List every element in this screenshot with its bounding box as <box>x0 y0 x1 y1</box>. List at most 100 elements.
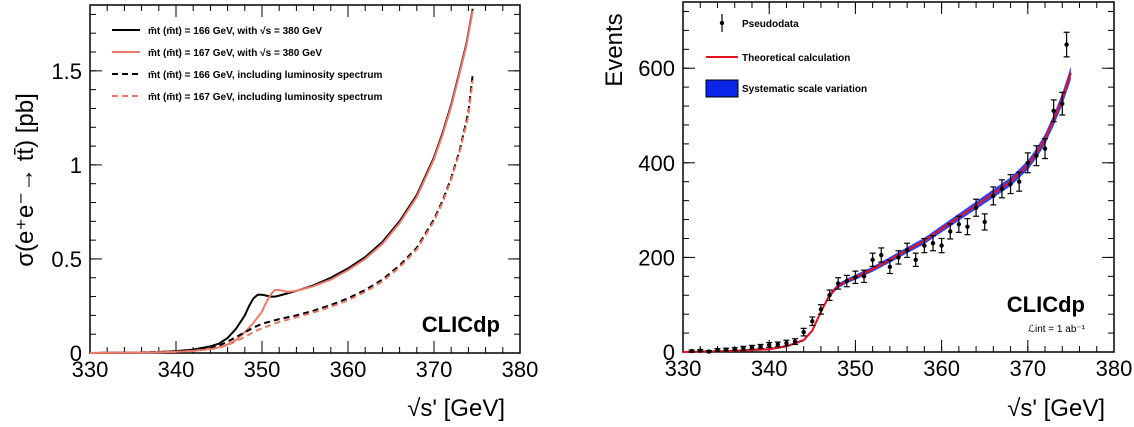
right-pseudodata-point <box>757 343 764 349</box>
right-pseudodata-point <box>921 237 928 254</box>
right-pseudodata-point <box>697 348 704 353</box>
right-pseudodata-marker <box>723 347 729 352</box>
right-pseudodata-point <box>955 215 962 233</box>
right-pseudodata-point <box>861 269 868 284</box>
right-pseudodata-point <box>843 274 850 288</box>
right-pseudodata-marker <box>801 329 806 335</box>
right-legend-label-1: Pseudodata <box>742 19 799 30</box>
right-pseudodata-marker <box>930 241 936 246</box>
right-pseudodata-point <box>895 250 902 265</box>
right-pseudodata-marker <box>887 264 893 270</box>
right-pseudodata-marker <box>973 205 979 210</box>
right-pseudodata-marker <box>1025 160 1031 166</box>
right-y-tick-label: 0 <box>663 340 675 365</box>
left-y-tick-label: 1.5 <box>51 59 82 84</box>
right-y-tick-label: 400 <box>638 151 675 176</box>
right-pseudodata-point <box>886 259 893 275</box>
right-legend-label-3: Systematic scale variation <box>742 84 867 95</box>
right-pseudodata-marker <box>698 348 703 353</box>
right-plot-frame <box>682 1 1115 353</box>
left-x-tick-label: 370 <box>416 357 453 382</box>
right-y-axis-label: Events <box>601 13 628 86</box>
left-y-tick-label: 1 <box>70 153 82 178</box>
right-pseudodata-point <box>998 179 1005 199</box>
left-x-tick-label: 350 <box>244 357 281 382</box>
left-series <box>89 8 474 354</box>
right-x-tick-label: 370 <box>1009 356 1046 381</box>
left-legend-label-1: m̄t (m̄t) = 166 GeV, with √s = 380 GeV <box>148 26 322 37</box>
right-x-tick-label: 360 <box>923 356 960 381</box>
right-pseudodata-marker <box>844 278 849 284</box>
right-pseudodata-marker <box>1042 146 1048 151</box>
left-ticks: 330 340 350 360 370 380 0 0.5 1 1.5 <box>51 5 538 382</box>
right-x-tick-label: 330 <box>665 356 702 381</box>
right-ticks: 330 340 350 360 370 380 0 200 400 600 <box>638 2 1132 381</box>
right-pseudodata-point <box>792 338 799 346</box>
right-pseudodata-point <box>904 242 911 259</box>
right-pseudodata-marker <box>965 224 970 229</box>
left-x-tick-label: 360 <box>330 357 367 382</box>
right-pseudodata-marker <box>861 274 867 279</box>
right-pseudodata-marker <box>853 275 858 280</box>
right-series <box>682 31 1072 354</box>
right-y-tick-label: 200 <box>638 245 675 270</box>
right-pseudodata-marker <box>818 307 824 312</box>
right-pseudodata-marker <box>706 349 712 354</box>
right-pseudodata-marker <box>1034 153 1039 158</box>
left-x-axis-label: √s' [GeV] <box>407 395 505 422</box>
right-pseudodata-point <box>774 341 781 348</box>
right-pseudodata-marker <box>810 319 815 324</box>
right-pseudodata-marker <box>784 340 789 346</box>
left-x-tick-label: 340 <box>158 357 195 382</box>
right-pseudodata-marker <box>767 342 772 348</box>
left-series-line-4 <box>89 80 474 354</box>
right-x-axis-label: √s' [GeV] <box>1007 395 1105 422</box>
right-x-tick-label: 350 <box>837 356 874 381</box>
right-pseudodata-point <box>1050 99 1057 123</box>
right-pseudodata-marker <box>870 257 875 262</box>
right-pseudodata-point <box>748 344 755 350</box>
right-pseudodata-marker <box>749 345 755 350</box>
right-legend-swatch-band <box>705 79 739 98</box>
left-x-tick-label: 380 <box>502 357 539 382</box>
right-pseudodata-marker <box>904 248 910 253</box>
right-pseudodata-marker <box>939 243 944 248</box>
left-brand-label: CLICdp <box>422 312 500 337</box>
right-pseudodata-point <box>990 186 997 206</box>
right-pseudodata-point <box>973 198 980 217</box>
right-pseudodata-point <box>800 327 807 337</box>
left-legend: m̄t (m̄t) = 166 GeV, with √s = 380 GeV m̄… <box>112 26 383 103</box>
right-pseudodata-point <box>809 316 816 327</box>
right-pseudodata-marker <box>792 339 798 344</box>
right-pseudodata-marker <box>982 219 987 225</box>
right-pseudodata-point <box>740 345 747 351</box>
right-pseudodata-point <box>817 304 824 315</box>
right-pseudodata-point <box>981 213 988 231</box>
right-pseudodata-point <box>878 247 885 263</box>
right-pseudodata-point <box>912 252 919 267</box>
right-pseudodata-point <box>731 346 738 352</box>
right-legend-label-2: Theoretical calculation <box>742 53 850 64</box>
right-x-tick-label: 380 <box>1096 356 1133 381</box>
right-pseudodata-marker <box>922 243 927 248</box>
right-pseudodata-marker <box>741 346 746 351</box>
right-pseudodata-point <box>1059 91 1066 116</box>
right-pseudodata-point <box>1063 31 1070 58</box>
right-pseudodata-point <box>835 277 842 290</box>
right-pseudodata-point <box>1033 145 1040 167</box>
right-pseudodata-point <box>1042 138 1049 160</box>
right-pseudodata-point <box>783 339 790 347</box>
right-pseudodata-point <box>938 237 945 254</box>
right-pseudodata-marker <box>732 346 737 352</box>
right-pseudodata-point <box>852 270 859 285</box>
right-pseudodata-marker <box>835 281 841 286</box>
right-legend-swatch-pseudodata-marker <box>719 20 725 26</box>
right-pseudodata-point <box>1016 171 1023 192</box>
right-pseudodata-marker <box>956 222 962 227</box>
left-legend-label-2: m̄t (m̄t) = 167 GeV, with √s = 380 GeV <box>148 48 322 59</box>
left-y-tick-label: 0.5 <box>51 247 82 272</box>
right-pseudodata-point <box>714 347 721 353</box>
right-pseudodata-point <box>964 218 971 236</box>
right-pseudodata-marker <box>896 255 901 260</box>
